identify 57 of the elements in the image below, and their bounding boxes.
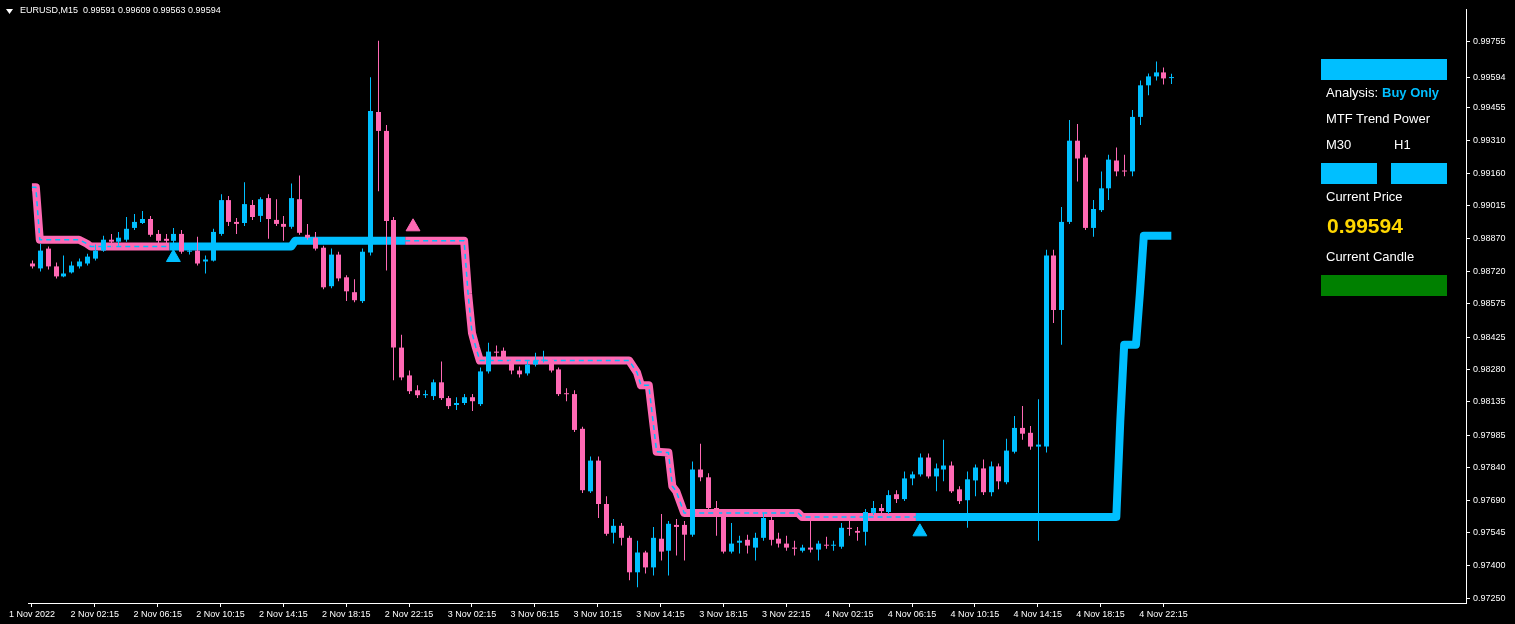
annotation: Current Candle <box>1326 249 1415 264</box>
y-tick-label: 0.99755 <box>1473 35 1506 46</box>
x-tick-label: 2 Nov 22:15 <box>384 608 434 619</box>
candlestick <box>831 540 836 551</box>
candlestick <box>541 350 546 363</box>
x-tick-label: 3 Nov 22:15 <box>762 608 811 619</box>
point <box>405 218 421 232</box>
y-tick-label: 0.97545 <box>1473 527 1506 538</box>
y-tick-label: 0.97985 <box>1473 429 1506 440</box>
point <box>912 523 928 537</box>
annotation: Current Price <box>1326 189 1403 204</box>
x-tick-label: 4 Nov 14:15 <box>1013 608 1063 619</box>
y-tick-label: 0.98425 <box>1473 331 1506 342</box>
x-tick-label: 2 Nov 02:15 <box>70 608 120 619</box>
y-tick-label: 0.98575 <box>1473 298 1506 309</box>
y-tick-label: 0.97400 <box>1473 559 1506 570</box>
x-tick-label: 2 Nov 10:15 <box>196 608 245 619</box>
candlestick <box>1122 154 1127 177</box>
y-tick-label: 0.98720 <box>1473 266 1506 276</box>
x-tick-label: 1 Nov 2022 <box>8 608 55 619</box>
x-tick-label: 4 Nov 02:15 <box>824 608 874 619</box>
x-tick-label: 3 Nov 06:15 <box>510 608 560 619</box>
x-tick-label: 3 Nov 18:15 <box>699 608 748 619</box>
chart-title: EURUSD,M15 0.99591 0.99609 0.99563 0.99594 <box>20 5 221 16</box>
y-tick-label: 0.97690 <box>1473 495 1506 506</box>
candlestick <box>824 536 829 549</box>
annotation: Buy Only <box>1382 85 1440 100</box>
y-tick-label: 0.98870 <box>1473 232 1506 243</box>
annotation: MTF Trend Power <box>1326 111 1431 126</box>
point <box>165 249 181 262</box>
y-tick-label: 0.97840 <box>1473 461 1506 472</box>
x-tick-label: 3 Nov 10:15 <box>573 608 622 619</box>
y-tick-label: 0.98135 <box>1473 396 1506 407</box>
x-tick-label: 3 Nov 14:15 <box>636 608 685 619</box>
x-tick-label: 2 Nov 06:15 <box>133 608 182 619</box>
x-tick-label: 4 Nov 22:15 <box>1139 608 1188 619</box>
candlestick <box>1169 73 1174 84</box>
y-tick-label: 0.99015 <box>1473 200 1506 211</box>
x-tick-label: 4 Nov 10:15 <box>950 608 1000 619</box>
y-tick-label: 0.99160 <box>1473 168 1506 179</box>
candlestick <box>674 518 679 556</box>
x-tick-label: 4 Nov 06:15 <box>887 608 937 619</box>
y-tick-label: 0.99594 <box>1473 71 1506 82</box>
candlestick <box>203 255 208 274</box>
x-tick-label: 4 Nov 18:15 <box>1076 608 1125 619</box>
annotation: H1 <box>1394 137 1411 152</box>
y-tick-label: 0.99310 <box>1473 134 1506 145</box>
annotation: M30 <box>1326 137 1352 152</box>
x-tick-label: 2 Nov 18:15 <box>321 608 371 619</box>
annotation: Analysis: <box>1326 85 1379 100</box>
y-tick-label: 0.97250 <box>1473 593 1506 604</box>
x-tick-label: 3 Nov 02:15 <box>447 608 497 619</box>
y-tick-label: 0.98280 <box>1473 363 1506 374</box>
annotation: 0.99594 <box>1327 214 1403 238</box>
candlestick <box>564 388 569 402</box>
x-tick-label: 2 Nov 14:15 <box>259 608 308 619</box>
y-tick-label: 0.99455 <box>1473 102 1506 113</box>
